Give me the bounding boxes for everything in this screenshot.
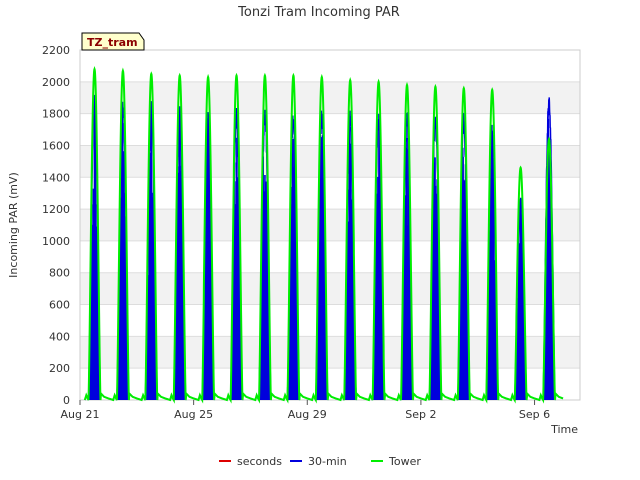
legend-item-Tower: Tower	[371, 455, 421, 468]
y-tick-label: 800	[49, 267, 70, 280]
x-tick-label: Aug 29	[288, 408, 327, 421]
y-tick-label: 1800	[42, 108, 70, 121]
y-tick-label: 2000	[42, 76, 70, 89]
site-tag-label: TZ_tram	[87, 36, 138, 49]
legend-item-seconds: seconds	[219, 455, 282, 468]
plot-band	[80, 145, 580, 178]
plot-band	[80, 81, 580, 114]
y-tick-label: 1200	[42, 203, 70, 216]
x-tick-label: Sep 6	[519, 408, 550, 421]
site-tag-box	[81, 32, 145, 51]
y-ticks: 0 200 400 600 800 1000 1200 1400 1600 1800 2000 220…	[42, 44, 70, 407]
y-tick-label: 1600	[42, 139, 70, 152]
legend-item-30-min: 30-min	[290, 455, 347, 468]
x-axis-label: Time	[550, 423, 578, 436]
site-tag: TZ_tram	[81, 32, 145, 51]
series-layer	[83, 65, 564, 404]
legend: seconds 30-min Tower	[219, 455, 421, 468]
y-tick-label: 200	[49, 362, 70, 375]
legend-label: Tower	[388, 455, 421, 468]
plot-frame	[79, 49, 581, 401]
y-tick-label: 1000	[42, 235, 70, 248]
x-ticks: Aug 21 Aug 25 Aug 29 Sep 2 Sep 6	[61, 400, 550, 421]
y-axis-label: Incoming PAR (mV)	[7, 172, 20, 278]
legend-label: 30-min	[308, 455, 347, 468]
legend-label: seconds	[237, 455, 282, 468]
y-tick-label: 400	[49, 330, 70, 343]
y-tick-label: 0	[63, 394, 70, 407]
x-tick-label: Aug 25	[174, 408, 213, 421]
series-tower-line	[83, 65, 564, 404]
y-tick-label: 2200	[42, 44, 70, 57]
y-tick-label: 1400	[42, 171, 70, 184]
x-tick-label: Sep 2	[405, 408, 436, 421]
chart-title: Tonzi Tram Incoming PAR	[237, 5, 400, 20]
x-tick-label: Aug 21	[61, 408, 100, 421]
y-tick-label: 600	[49, 299, 70, 312]
